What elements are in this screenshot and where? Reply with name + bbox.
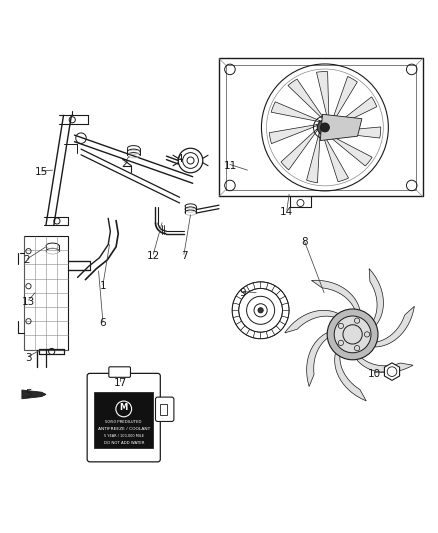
Polygon shape	[317, 71, 329, 120]
Text: 7: 7	[180, 251, 187, 261]
Polygon shape	[279, 296, 288, 305]
Polygon shape	[266, 329, 275, 338]
Polygon shape	[367, 306, 414, 347]
Polygon shape	[232, 303, 240, 310]
Polygon shape	[269, 125, 317, 143]
Text: 1: 1	[99, 281, 106, 291]
Polygon shape	[333, 97, 377, 128]
Polygon shape	[332, 76, 357, 124]
Circle shape	[317, 120, 332, 135]
Text: 5 YEAR / 100,000 MILE: 5 YEAR / 100,000 MILE	[104, 434, 144, 438]
Polygon shape	[276, 290, 285, 300]
Polygon shape	[328, 135, 372, 166]
Polygon shape	[271, 102, 320, 122]
Polygon shape	[282, 310, 289, 318]
Polygon shape	[22, 390, 46, 399]
Text: 14: 14	[280, 207, 293, 217]
Polygon shape	[276, 321, 285, 330]
Text: 2: 2	[121, 159, 128, 168]
Text: 50/50 PREDILUTED: 50/50 PREDILUTED	[106, 420, 142, 424]
Polygon shape	[335, 346, 366, 401]
FancyBboxPatch shape	[87, 374, 160, 462]
Text: 15: 15	[35, 167, 48, 177]
Circle shape	[321, 123, 329, 132]
Polygon shape	[332, 127, 381, 138]
Circle shape	[258, 308, 263, 313]
Text: 12: 12	[147, 251, 160, 261]
FancyBboxPatch shape	[155, 397, 174, 422]
Text: 4: 4	[176, 154, 183, 164]
Text: 10: 10	[368, 369, 381, 379]
Bar	[94, 392, 153, 448]
FancyBboxPatch shape	[109, 367, 131, 377]
Polygon shape	[288, 79, 325, 119]
Polygon shape	[236, 290, 245, 300]
Polygon shape	[233, 316, 242, 325]
Polygon shape	[232, 310, 240, 318]
Polygon shape	[279, 316, 288, 325]
Text: 5: 5	[25, 389, 32, 399]
Polygon shape	[233, 296, 242, 305]
Polygon shape	[285, 310, 345, 333]
Polygon shape	[253, 332, 261, 339]
Text: 8: 8	[301, 237, 308, 247]
Polygon shape	[307, 133, 320, 183]
Bar	[160, 403, 167, 415]
Polygon shape	[307, 330, 336, 386]
Polygon shape	[368, 269, 383, 330]
Polygon shape	[240, 286, 250, 295]
Polygon shape	[282, 303, 289, 310]
Polygon shape	[323, 135, 349, 182]
Circle shape	[334, 316, 371, 353]
Text: 17: 17	[114, 377, 127, 387]
Polygon shape	[236, 321, 245, 330]
Text: 3: 3	[25, 353, 32, 364]
Text: 6: 6	[99, 318, 106, 328]
Polygon shape	[246, 283, 255, 292]
Polygon shape	[385, 363, 399, 381]
Text: DO NOT ADD WATER: DO NOT ADD WATER	[103, 441, 144, 445]
Polygon shape	[281, 129, 317, 170]
Polygon shape	[240, 326, 250, 335]
Bar	[24, 236, 68, 350]
Polygon shape	[272, 286, 281, 295]
Text: 2: 2	[23, 255, 30, 265]
Text: 11: 11	[223, 161, 237, 171]
Polygon shape	[311, 280, 360, 318]
Text: ANTIFREEZE / COOLANT: ANTIFREEZE / COOLANT	[98, 427, 150, 431]
Text: M: M	[120, 403, 128, 412]
Circle shape	[327, 309, 378, 360]
Text: 9: 9	[240, 288, 247, 298]
Text: 13: 13	[22, 296, 35, 306]
Polygon shape	[261, 282, 268, 289]
Polygon shape	[320, 114, 362, 141]
Polygon shape	[253, 282, 261, 289]
Polygon shape	[353, 351, 413, 373]
Polygon shape	[261, 332, 268, 339]
Polygon shape	[266, 283, 275, 292]
Polygon shape	[272, 326, 281, 335]
Polygon shape	[246, 329, 255, 338]
